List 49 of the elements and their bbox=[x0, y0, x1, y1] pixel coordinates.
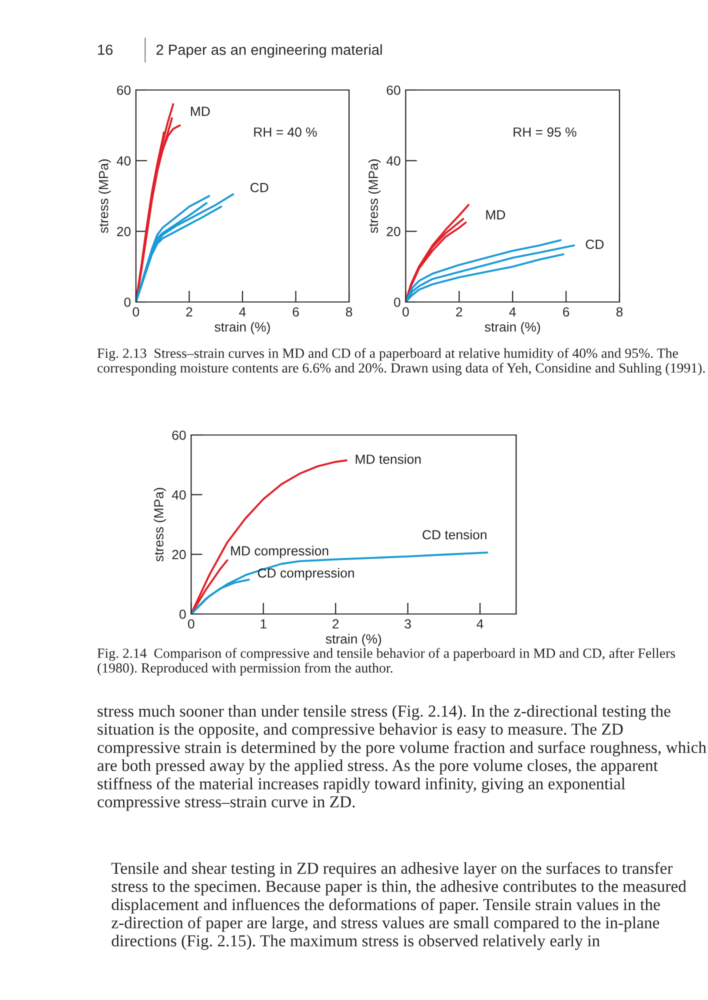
y-tick-label: 40 bbox=[172, 490, 186, 500]
y-tick-label: 40 bbox=[386, 156, 400, 166]
x-tick-label: 8 bbox=[346, 307, 352, 317]
annotation: RH = 40 % bbox=[254, 127, 317, 137]
x-tick-label: 2 bbox=[186, 307, 192, 316]
y-tick-label: 0 bbox=[179, 610, 186, 619]
x-tick-label: 3 bbox=[404, 619, 411, 629]
x-tick-label: 6 bbox=[292, 307, 299, 317]
x-tick-label: 4 bbox=[239, 307, 246, 316]
text: stress much sooner than under tensile stress (Fig. 2.14). In the z-directional testing the situation is the opposite, and compressive behavior is easy to measure. The ZD compressive strain is determined by the pore volume fraction and surface roughness, which are both pressed away by the applied stress. As the pore volume closes, the apparent stiffness of the material increases rapidly toward infinity, giving an exponential compressive stress–strain curve in ZD. bbox=[98, 705, 706, 811]
series-label: CD bbox=[586, 240, 604, 250]
y-tick-label: 60 bbox=[386, 86, 400, 95]
x-tick-label: 2 bbox=[456, 307, 462, 316]
y-tick-label: 20 bbox=[172, 550, 186, 560]
y-tick-label: 40 bbox=[116, 156, 131, 166]
y-axis-title: stress (MPa) bbox=[368, 159, 381, 234]
y-tick-label: 0 bbox=[124, 298, 131, 307]
x-tick-label: 4 bbox=[476, 619, 484, 628]
y-axis-title: stress (MPa) bbox=[154, 488, 166, 562]
x-tick-label: 0 bbox=[188, 619, 194, 629]
x-tick-label: 8 bbox=[616, 307, 623, 317]
series-label: CD tension bbox=[422, 530, 486, 540]
text: 2 Paper as an engineering material bbox=[156, 44, 382, 58]
x-tick-label: 6 bbox=[563, 307, 570, 317]
text: 16 bbox=[98, 44, 113, 55]
x-tick-label: 1 bbox=[260, 619, 266, 628]
x-tick-label: 2 bbox=[332, 619, 339, 628]
text: Tensile and shear testing in ZD requires an adhesive layer on the surfaces to transfer stress to the specimen. Because paper is thin, the adhesive contributes to the measured displacement and influences the deformations of paper. Tensile strain values in the z-direction of paper are large, and stress values are small compared to the in-plane directions (Fig. 2.15). The maximum stress is observed relatively early in bbox=[111, 862, 686, 950]
series-label: MD bbox=[486, 210, 506, 220]
y-tick-label: 20 bbox=[117, 226, 131, 236]
y-tick-label: 60 bbox=[117, 86, 131, 95]
x-tick-label: 0 bbox=[402, 307, 409, 317]
series-label: MD bbox=[190, 106, 210, 116]
x-axis-title: strain (%) bbox=[484, 322, 540, 334]
y-axis-title: stress (MPa) bbox=[98, 159, 111, 234]
x-axis-title: strain (%) bbox=[326, 634, 382, 646]
series-label: CD bbox=[250, 182, 268, 192]
series-label: CD compression bbox=[258, 568, 354, 580]
caption: Fig. 2.14 Comparison of compressive and tensile behavior of a paperboard in MD and CD, after Fellers (1980). Reproduced with permission from the author. bbox=[97, 648, 676, 676]
annotation: RH = 95 % bbox=[514, 127, 576, 137]
series-label: MD compression bbox=[231, 546, 328, 558]
y-tick-label: 0 bbox=[394, 298, 400, 307]
series-label: MD tension bbox=[356, 454, 421, 464]
y-tick-label: 60 bbox=[172, 430, 186, 440]
caption: Fig. 2.13 Stress–strain curves in MD and CD of a paperboard at relative humidity of 40% and 95%. The corresponding moisture contents are 6.6% and 20%. Drawn using data of Yeh, Considine and Suhling (1991). bbox=[97, 348, 705, 376]
x-axis-title: strain (%) bbox=[214, 322, 270, 334]
x-tick-label: 0 bbox=[132, 307, 140, 317]
x-tick-label: 4 bbox=[509, 307, 516, 316]
y-tick-label: 20 bbox=[386, 226, 400, 236]
